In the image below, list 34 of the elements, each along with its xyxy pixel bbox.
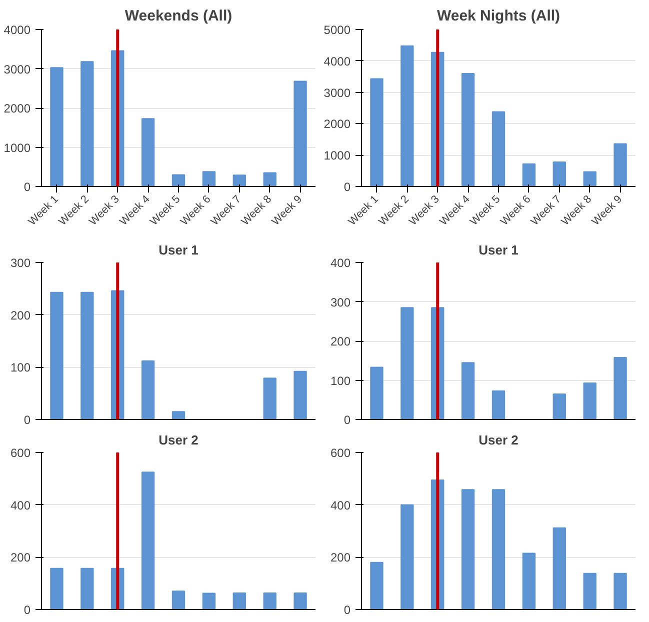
y-tick-label: 100 — [10, 360, 31, 375]
y-tick-label: 3000 — [4, 62, 31, 76]
y-tick-label: 0 — [344, 413, 351, 427]
y-tick-label: 200 — [10, 550, 31, 565]
y-tick-label: 300 — [10, 256, 31, 270]
y-tick-label: 0 — [24, 180, 31, 194]
y-tick-label: 400 — [10, 498, 31, 512]
chart-title: User 1 — [478, 242, 518, 258]
chart-title: User 1 — [158, 242, 198, 258]
y-tick-label: 600 — [10, 446, 31, 460]
y-tick-label: 200 — [330, 550, 351, 565]
y-tick-label: 400 — [330, 256, 351, 270]
y-tick-label: 200 — [10, 308, 31, 322]
y-tick-label: 400 — [330, 498, 351, 512]
y-tick-label: 4000 — [324, 54, 351, 68]
y-tick-label: 1000 — [4, 140, 31, 155]
y-tick-label: 1000 — [324, 148, 351, 163]
y-tick-label: 0 — [24, 413, 31, 427]
y-tick-label: 200 — [330, 334, 351, 348]
y-tick-label: 100 — [330, 374, 351, 388]
y-tick-label: 2000 — [4, 102, 31, 116]
chart-title: User 2 — [478, 432, 518, 448]
y-tick-label: 0 — [344, 180, 351, 194]
y-tick-label: 0 — [344, 603, 351, 617]
y-tick-label: 300 — [330, 295, 351, 310]
chart-title: Weekends (All) — [124, 8, 232, 24]
y-tick-label: 3000 — [324, 86, 351, 100]
y-tick-label: 600 — [330, 446, 351, 460]
chart-title: User 2 — [158, 432, 198, 448]
chart-title: Week Nights (All) — [436, 8, 560, 24]
y-tick-label: 4000 — [4, 23, 31, 37]
y-tick-label: 0 — [24, 603, 31, 617]
y-tick-label: 2000 — [324, 117, 351, 132]
y-tick-label: 5000 — [324, 23, 351, 37]
